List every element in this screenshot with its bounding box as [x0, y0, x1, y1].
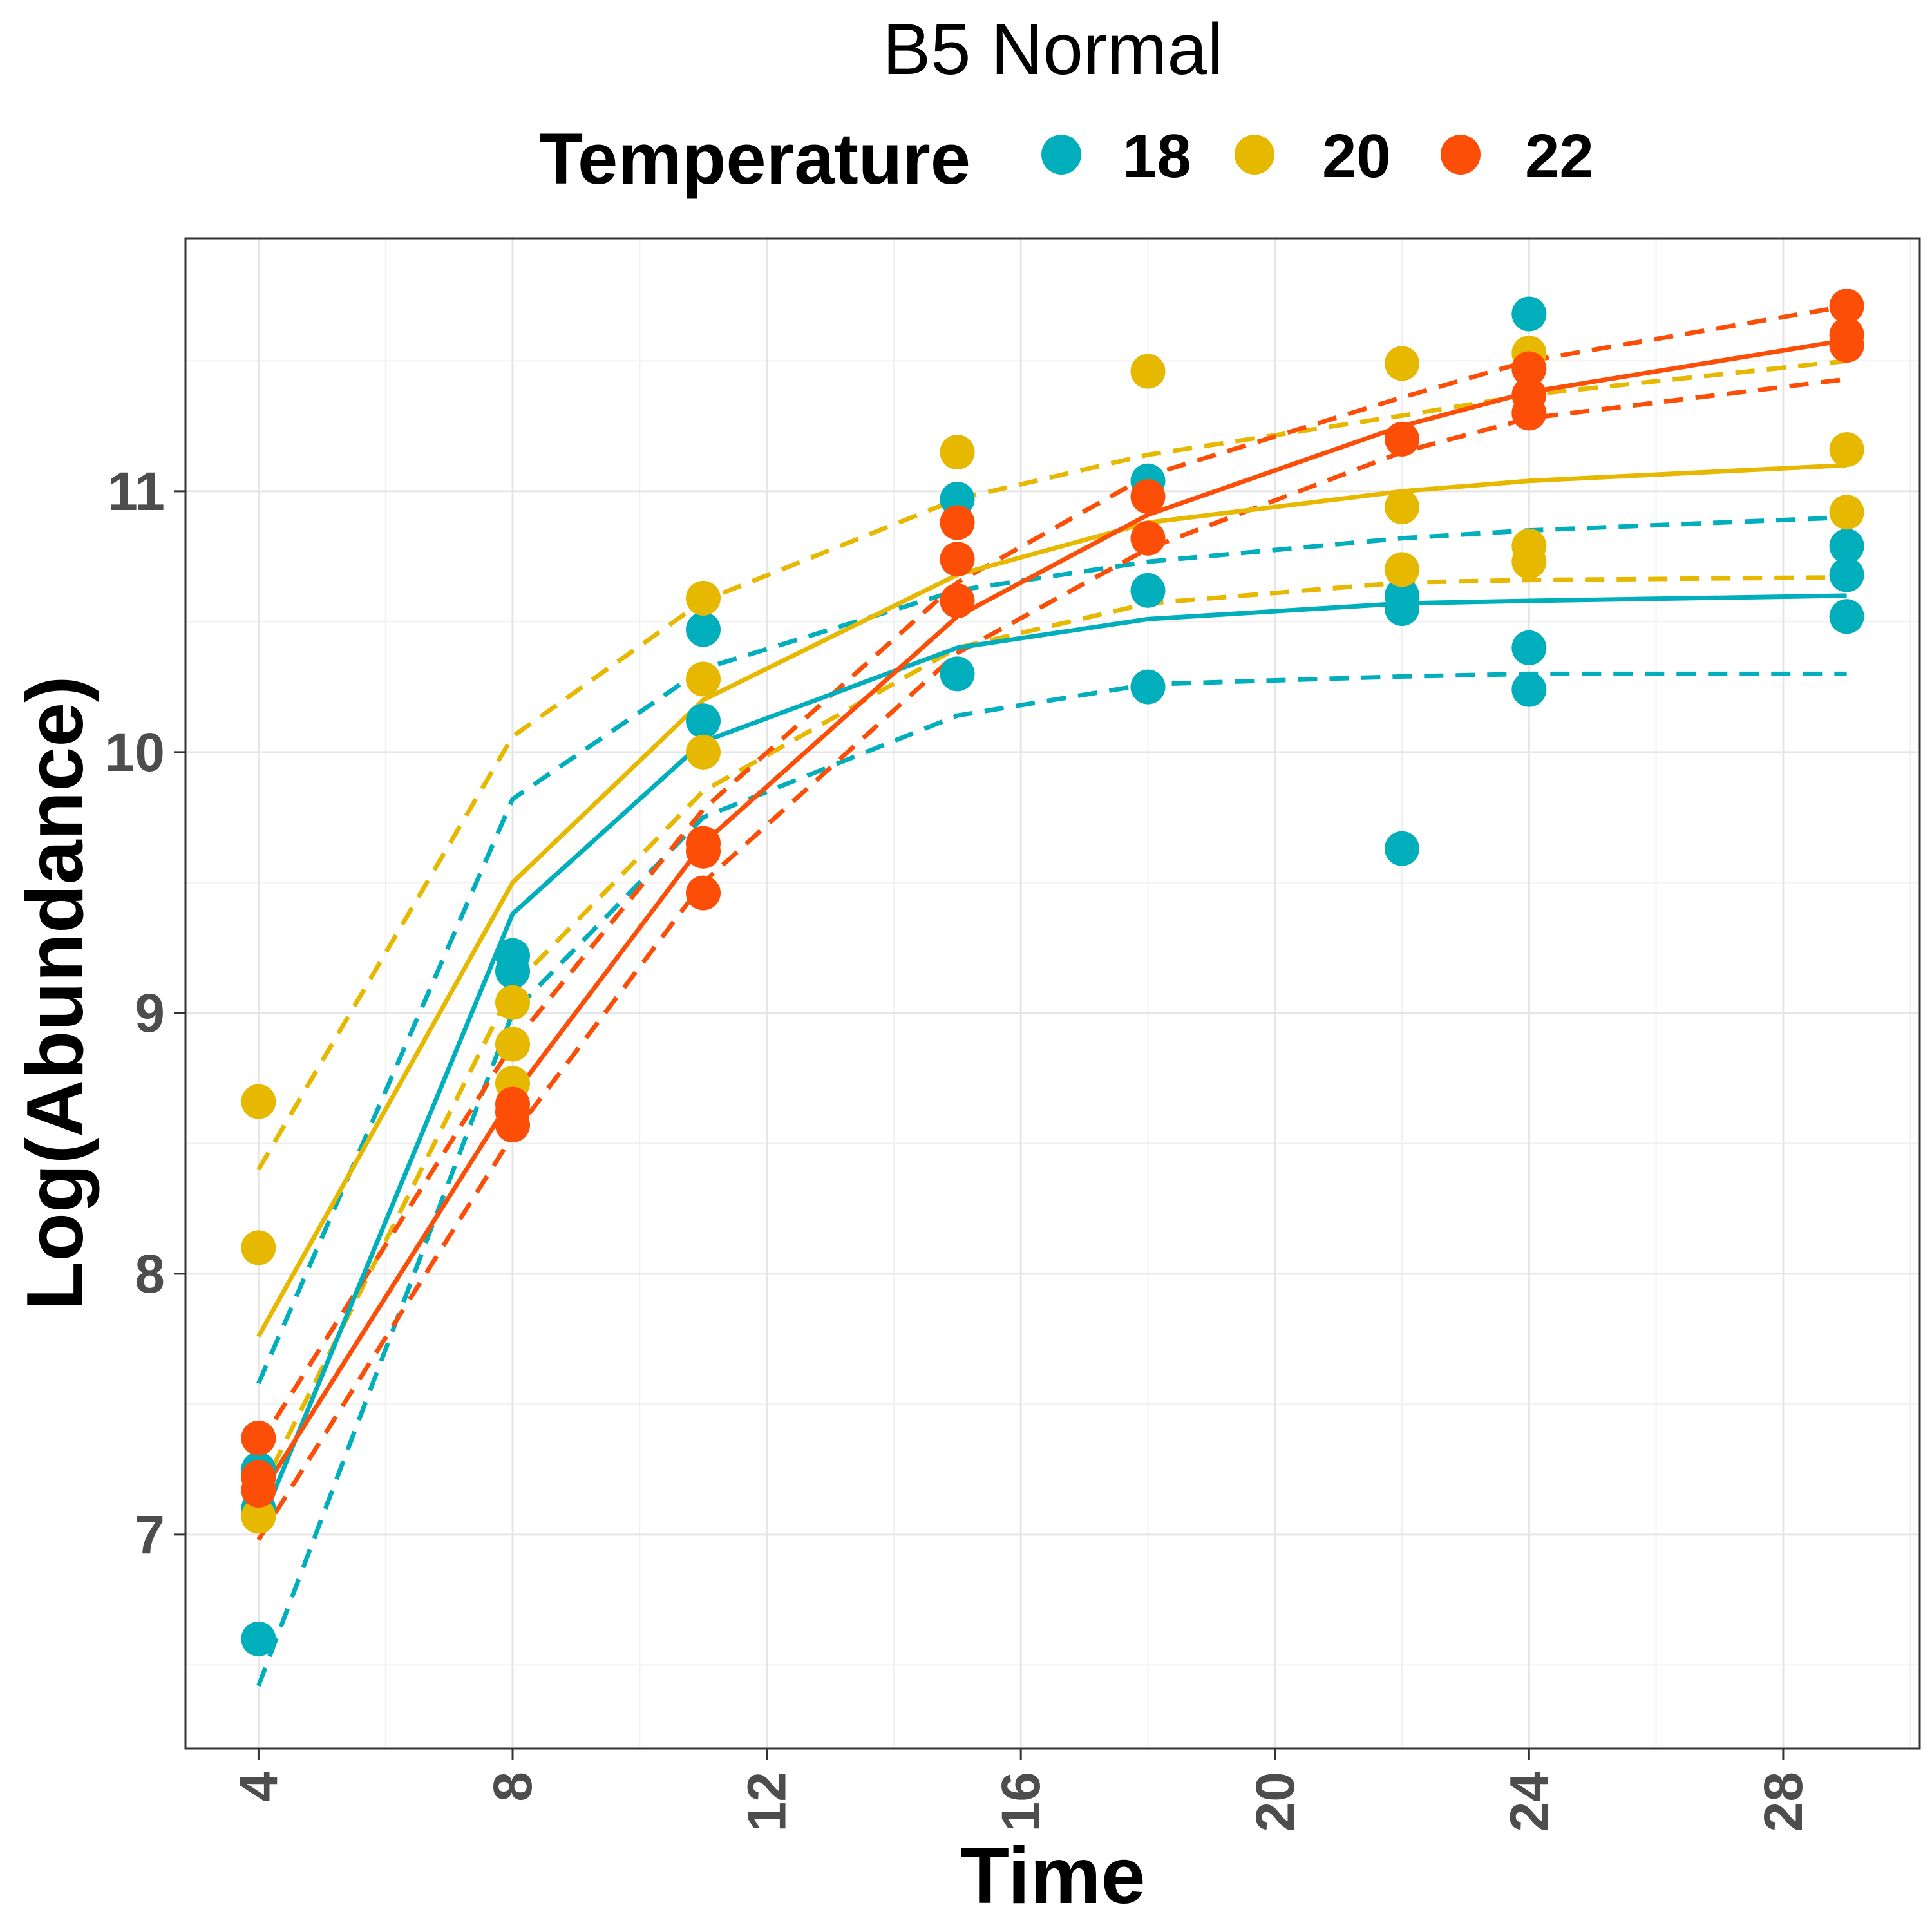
point-18-6 [686, 612, 721, 647]
point-20-0 [241, 1499, 276, 1534]
point-22-17 [1511, 351, 1547, 386]
ci-lines [256, 303, 1848, 1687]
point-22-14 [1385, 421, 1419, 457]
ci-upper-line-18 [256, 515, 1847, 1385]
point-18-4 [495, 938, 530, 973]
ci-lower-line-20 [256, 575, 1847, 1497]
chart-title: B5 Normal [882, 9, 1223, 90]
point-18-7 [940, 656, 975, 692]
data-points [241, 289, 1864, 1656]
point-20-13 [1385, 346, 1419, 381]
point-20-17 [1829, 495, 1864, 530]
point-22-8 [686, 826, 721, 861]
legend-key-20 [1235, 135, 1274, 175]
point-18-5 [686, 703, 721, 739]
ci-upper-line-20 [256, 358, 1847, 1171]
point-22-10 [940, 542, 975, 577]
point-18-18 [1829, 599, 1864, 634]
x-tick-label-6: 28 [1753, 1772, 1814, 1832]
x-tick-label-2: 12 [737, 1772, 797, 1832]
point-18-12 [1385, 831, 1419, 866]
point-20-18 [1829, 432, 1864, 468]
point-18-17 [1511, 296, 1547, 332]
point-22-1 [241, 1459, 276, 1495]
point-22-20 [1829, 289, 1864, 324]
point-22-5 [495, 1086, 530, 1122]
point-18-10 [1130, 573, 1166, 608]
fit-lines [256, 337, 1848, 1531]
legend-key-22 [1441, 135, 1481, 175]
y-axis: 7 8 9 10 11 [105, 461, 185, 1565]
y-tick-label-4: 11 [108, 461, 165, 522]
point-22-16 [1511, 377, 1547, 412]
point-18-14 [1385, 578, 1419, 613]
ci-lower-line-22 [256, 377, 1848, 1541]
fit-line-22 [256, 337, 1848, 1500]
point-18-20 [1829, 528, 1864, 564]
grid-major [185, 238, 1920, 1748]
ci-lower-line-18 [256, 671, 1847, 1687]
point-20-11 [1385, 552, 1419, 587]
x-tick-label-3: 16 [990, 1772, 1051, 1832]
point-22-12 [1130, 520, 1166, 556]
point-20-8 [686, 580, 721, 616]
point-20-2 [241, 1084, 276, 1119]
point-20-12 [1385, 489, 1419, 525]
fit-line-20 [256, 462, 1847, 1338]
legend: Temperature 18 20 22 [539, 118, 1594, 199]
legend-title: Temperature [539, 118, 971, 199]
legend-label-22: 22 [1525, 122, 1594, 191]
point-20-1 [241, 1230, 276, 1265]
point-20-4 [495, 1027, 530, 1062]
point-22-2 [241, 1421, 276, 1455]
point-22-11 [940, 505, 975, 540]
y-tick-label-3: 10 [105, 722, 165, 782]
legend-key-18 [1041, 135, 1081, 175]
point-20-5 [495, 985, 530, 1020]
point-18-16 [1511, 630, 1547, 665]
point-18-15 [1511, 672, 1547, 707]
point-22-13 [1130, 479, 1166, 514]
point-18-9 [1130, 669, 1166, 705]
point-20-10 [1130, 354, 1166, 389]
x-tick-label-4: 20 [1245, 1772, 1305, 1832]
point-18-19 [1829, 557, 1864, 592]
x-axis: 4 8 12 16 20 24 28 [228, 1748, 1814, 1832]
point-22-19 [1829, 317, 1864, 352]
x-tick-label-0: 4 [228, 1772, 289, 1802]
point-20-6 [686, 734, 721, 770]
plot-panel-border [184, 237, 1921, 1750]
point-22-6 [686, 875, 721, 911]
point-20-15 [1511, 528, 1547, 564]
y-tick-label-0: 7 [135, 1504, 165, 1565]
point-22-9 [940, 583, 975, 618]
point-20-9 [940, 435, 975, 470]
x-axis-title: Time [960, 1832, 1145, 1920]
y-tick-label-1: 8 [135, 1244, 165, 1304]
point-20-7 [686, 661, 721, 697]
y-tick-label-2: 9 [135, 983, 165, 1043]
fit-line-18 [256, 593, 1847, 1531]
ci-upper-line-22 [256, 303, 1848, 1448]
x-tick-label-1: 8 [482, 1772, 543, 1802]
y-axis-title: Log(Abundance) [11, 676, 100, 1311]
legend-label-20: 20 [1322, 122, 1391, 191]
legend-label-18: 18 [1122, 122, 1191, 191]
x-tick-label-5: 24 [1499, 1772, 1559, 1832]
point-18-0 [241, 1621, 276, 1656]
